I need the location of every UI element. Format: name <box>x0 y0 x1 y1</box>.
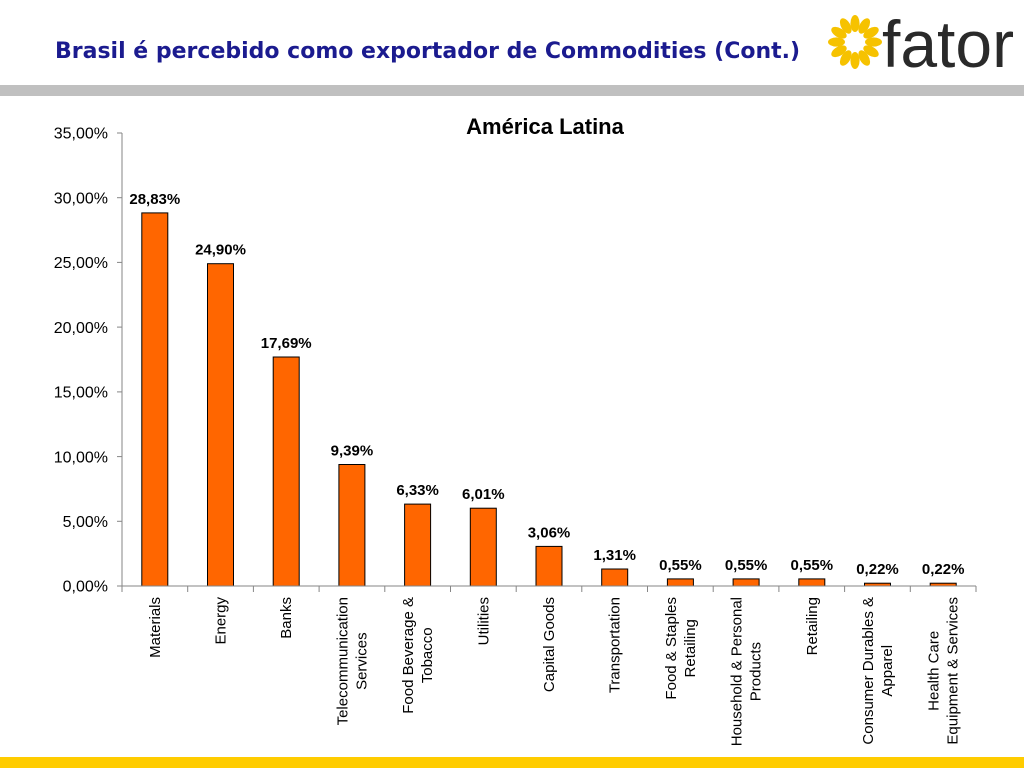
x-tick-label-line: Transportation <box>607 597 624 693</box>
sun-petal <box>863 26 879 39</box>
x-tick-label: Transportation <box>607 597 624 693</box>
bar-value-label: 0,22% <box>922 561 965 578</box>
company-logo: fator <box>820 7 1020 81</box>
x-tick-label: Energy <box>213 597 230 645</box>
header-band <box>0 85 1024 96</box>
x-tick-label-line: Retailing <box>682 619 699 677</box>
sun-petal <box>831 45 847 58</box>
chart-bar <box>732 578 760 587</box>
x-tick-label: Banks <box>278 597 295 639</box>
bar-value-label: 0,22% <box>856 561 899 578</box>
x-tick-label-line: Products <box>748 642 765 701</box>
bar-value-label: 3,06% <box>528 524 571 541</box>
x-tick-label-line: Consumer Durables & <box>860 597 877 745</box>
x-tick-label: Capital Goods <box>541 597 558 692</box>
chart-title: América Latina <box>466 114 624 139</box>
bar-value-label: 0,55% <box>659 557 702 574</box>
bar-value-label: 0,55% <box>725 557 768 574</box>
sun-petal <box>865 37 882 47</box>
x-tick-label: Health Care Equipment & Services <box>926 597 962 745</box>
bar-value-label: 6,33% <box>396 482 439 499</box>
bar-value-label: 9,39% <box>331 443 374 460</box>
chart-bar <box>798 578 826 587</box>
y-tick-label: 30,00% <box>54 190 108 207</box>
chart-bar <box>469 507 497 587</box>
y-tick-label: 20,00% <box>54 320 108 337</box>
bar-value-label: 28,83% <box>129 191 180 208</box>
sun-icon <box>828 15 882 69</box>
x-tick-label-line: Apparel <box>879 645 896 697</box>
bar-value-label: 24,90% <box>195 242 246 259</box>
x-tick-label-line: Retailing <box>804 597 821 655</box>
chart-bar <box>601 568 629 587</box>
chart-bar <box>666 578 694 587</box>
sun-petal <box>858 50 871 66</box>
x-tick-label-line: Materials <box>147 597 164 658</box>
chart-bar <box>338 464 366 587</box>
x-tick-label-line: Food Beverage & <box>400 597 417 714</box>
x-tick-label-line: Services <box>353 632 370 690</box>
chart-bar <box>535 545 563 587</box>
chart-bar <box>207 263 234 587</box>
x-tick-label-line: Capital Goods <box>541 597 558 692</box>
sun-petal <box>850 52 860 69</box>
bar-series <box>141 212 957 587</box>
y-tick-label: 5,00% <box>63 514 108 531</box>
slide-title: Brasil é percebido como exportador de Co… <box>55 39 801 64</box>
bar-value-label: 1,31% <box>593 547 636 564</box>
y-tick-label: 15,00% <box>54 385 108 402</box>
bar-value-label: 0,55% <box>791 557 834 574</box>
bar-value-label: 6,01% <box>462 486 505 503</box>
x-tick-label-line: Health Care <box>926 631 943 711</box>
y-tick-label: 0,00% <box>63 579 108 596</box>
bar-value-labels: 28,83% 24,90% 17,69% 9,39% 6,33% 6,01% 3,06% 1,… <box>129 191 964 578</box>
y-tick-label: 35,00% <box>54 126 108 143</box>
bar-value-label: 17,69% <box>261 335 312 352</box>
x-tick-label: Telecommunication Services <box>334 597 370 725</box>
x-tick-label: Food & Staples Retailing <box>663 597 699 700</box>
logo-text: fator <box>882 7 1014 81</box>
x-tick-label-line: Equipment & Services <box>945 597 962 745</box>
x-tick-label-line: Tobacco <box>419 627 436 683</box>
chart-bar <box>404 503 432 587</box>
chart-bar <box>272 356 300 587</box>
x-tick-label-line: Food & Staples <box>663 597 680 700</box>
sun-petal <box>850 15 860 32</box>
x-tick-label-line: Telecommunication <box>334 597 351 725</box>
y-tick-label: 25,00% <box>54 255 108 272</box>
sun-petal <box>839 18 852 34</box>
x-axis-labels: Materials Energy Banks Telecommunication Ser… <box>147 597 962 747</box>
x-tick-label-line: Energy <box>213 597 230 645</box>
y-axis-labels: 0,00% 5,00% 10,00% 15,00% 20,00% 25,00% 30,00%… <box>54 126 108 596</box>
x-tick-label: Utilities <box>475 597 492 645</box>
x-tick-label-line: Utilities <box>475 597 492 645</box>
x-tick-label-line: Household & Personal <box>729 597 746 746</box>
chart-bar <box>141 212 169 587</box>
x-tick-label: Retailing <box>804 597 821 655</box>
x-tick-label: Consumer Durables & Apparel <box>860 597 896 745</box>
y-tick-label: 10,00% <box>54 449 108 466</box>
sun-petal <box>828 37 845 47</box>
x-tick-label: Household & Personal Products <box>729 597 765 746</box>
x-tick-label: Materials <box>147 597 164 658</box>
x-tick-label: Food Beverage & Tobacco <box>400 597 436 714</box>
footer-band <box>0 757 1024 768</box>
x-tick-label-line: Banks <box>278 597 295 639</box>
logo-graphic: fator <box>828 7 1014 81</box>
chart-axes <box>117 132 977 592</box>
